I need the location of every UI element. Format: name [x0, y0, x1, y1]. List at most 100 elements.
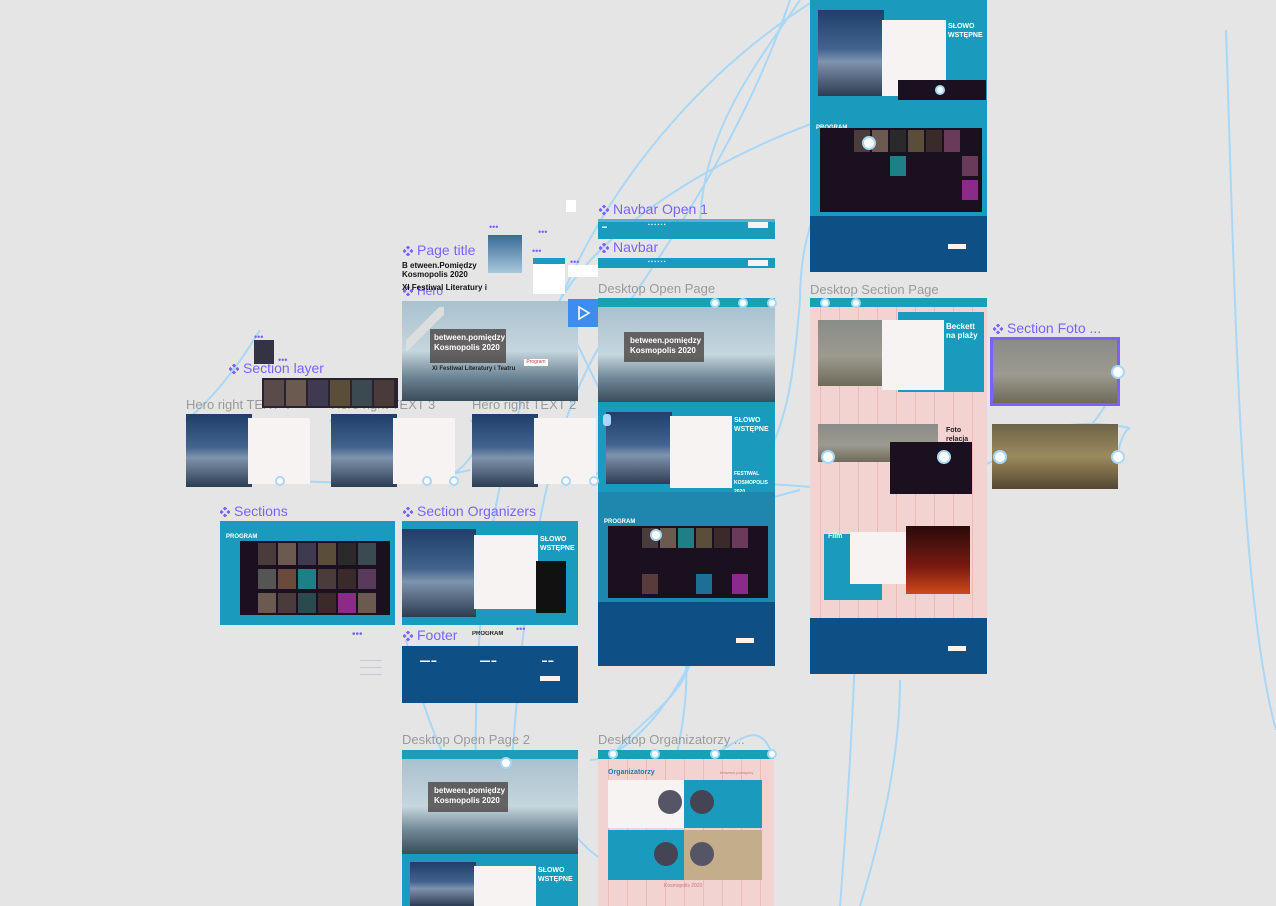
frame-label-hero[interactable]: Hero — [403, 283, 443, 299]
tile — [318, 543, 336, 565]
tile — [308, 380, 328, 406]
section-organizers-frame[interactable]: SŁOWO WSTĘPNE — [402, 521, 578, 625]
component-icon — [403, 246, 413, 256]
component-marker[interactable]: ••• — [254, 332, 264, 342]
connection-handle[interactable] — [650, 749, 660, 759]
frame-label-section-layer[interactable]: Section layer — [229, 360, 324, 376]
connection-handle[interactable] — [561, 476, 571, 486]
hero-right-text-4-frame[interactable] — [186, 414, 313, 487]
frame-label-section-foto[interactable]: Section Foto ... — [993, 320, 1101, 336]
section-layer-frame[interactable] — [262, 378, 398, 408]
footer-social[interactable] — [736, 638, 754, 643]
component-marker[interactable]: ••• — [489, 222, 499, 232]
tile — [358, 569, 376, 589]
dark-panel — [890, 442, 972, 494]
desktop-organizatorzy-frame[interactable]: Organizatorzy between.pomiędzy Kosmopoli… — [598, 750, 774, 906]
component-icon — [220, 507, 230, 517]
connection-handle[interactable] — [1111, 365, 1125, 379]
connection-handle[interactable] — [500, 757, 512, 769]
component-marker[interactable]: ••• — [278, 355, 288, 365]
frame-label-desktop-open-page-2[interactable]: Desktop Open Page 2 — [402, 732, 530, 747]
section-foto-frame-2[interactable] — [992, 424, 1118, 489]
connection-handle[interactable] — [608, 749, 618, 759]
tile — [678, 528, 694, 548]
connection-handle[interactable] — [738, 298, 748, 308]
connection-handle[interactable] — [767, 749, 777, 759]
frame-label-section-organizers[interactable]: Section Organizers — [403, 503, 536, 519]
connection-handle[interactable] — [589, 476, 599, 486]
footer-social[interactable] — [540, 676, 560, 681]
mini-tag[interactable] — [568, 265, 598, 277]
tile — [330, 380, 350, 406]
tile — [278, 543, 296, 565]
label-text: Section layer — [243, 360, 324, 376]
component-marker[interactable]: ••• — [538, 227, 548, 237]
connection-handle[interactable] — [820, 298, 830, 308]
component-marker[interactable]: ••• — [532, 246, 542, 256]
desktop-open-page-2-frame[interactable]: between.pomiędzy Kosmopolis 2020 SŁOWO W… — [402, 750, 578, 906]
component-marker[interactable]: ••• — [570, 257, 580, 267]
sections-frame[interactable]: PROGRAM — [220, 521, 395, 625]
navbar-links: ▪ ▪ ▪ ▪ ▪ ▪ — [648, 259, 666, 265]
hero-right-text-3-frame[interactable] — [331, 414, 458, 487]
frame-photo — [606, 412, 672, 484]
film-heading: Film — [828, 533, 843, 540]
connection-handle[interactable] — [1111, 450, 1125, 464]
mini-hero-thumb[interactable] — [488, 235, 522, 273]
tile — [872, 130, 888, 152]
connection-handle[interactable] — [862, 136, 876, 150]
connection-handle[interactable] — [449, 476, 459, 486]
connection-handle[interactable] — [767, 298, 777, 308]
frame-label-navbar[interactable]: Navbar — [599, 239, 658, 255]
avatar — [658, 790, 682, 814]
connection-handle[interactable] — [935, 85, 945, 95]
component-marker[interactable]: ••• — [516, 624, 526, 634]
navbar-search[interactable] — [748, 260, 768, 266]
component-marker[interactable]: ••• — [352, 629, 363, 640]
tile — [358, 543, 376, 565]
navbar-search[interactable] — [748, 222, 768, 228]
navbar-open-1-frame[interactable]: ▬ ▪ ▪ ▪ ▪ ▪ ▪ — [598, 219, 775, 239]
tile — [926, 130, 942, 152]
section-foto-frame[interactable] — [990, 337, 1120, 406]
organizatorzy-heading: Organizatorzy — [608, 769, 655, 776]
footer-social[interactable] — [948, 244, 966, 249]
hero-button[interactable]: Program — [524, 359, 548, 366]
frame-label-footer[interactable]: Footer — [403, 627, 457, 643]
frame-label-sections[interactable]: Sections — [220, 503, 288, 519]
connection-handle[interactable] — [650, 529, 662, 541]
connection-handle[interactable] — [937, 450, 951, 464]
connection-anchor[interactable] — [603, 414, 611, 426]
hero-frame[interactable]: between.pomiędzy Kosmopolis 2020 XI Fest… — [402, 301, 578, 401]
connection-handle[interactable] — [422, 476, 432, 486]
section-layer-thumb[interactable] — [254, 340, 274, 364]
frame-label-desktop-section-page[interactable]: Desktop Section Page — [810, 282, 939, 297]
footer-social[interactable] — [948, 646, 966, 651]
footer-col: ▬▬ ▬ — [420, 658, 437, 664]
mini-square[interactable] — [566, 200, 576, 212]
desktop-open-page-frame[interactable]: between.pomiędzy Kosmopolis 2020 SŁOWO W… — [598, 298, 775, 666]
frame-label-page-title[interactable]: Page title — [403, 242, 475, 258]
hero-right-text-2-frame[interactable] — [472, 414, 599, 487]
play-button[interactable] — [568, 299, 598, 327]
frame-label-navbar-open-1[interactable]: Navbar Open 1 — [599, 201, 708, 217]
frame-label-desktop-open-page[interactable]: Desktop Open Page — [598, 281, 716, 296]
label-text: Navbar Open 1 — [613, 201, 708, 217]
connection-handle[interactable] — [993, 450, 1007, 464]
connection-handle[interactable] — [275, 476, 285, 486]
page-title-component[interactable]: B etween.Pomiędzy Kosmopolis 2020 XI Fes… — [402, 261, 512, 293]
frame-label-desktop-organizatorzy[interactable]: Desktop Organizatorzy ... — [598, 732, 745, 747]
desktop-section-page-frame[interactable]: Beckett na plaży Foto relacja Film — [810, 298, 987, 674]
frame-photo — [186, 414, 252, 487]
connection-handle[interactable] — [710, 298, 720, 308]
navbar-frame[interactable]: ▪ ▪ ▪ ▪ ▪ ▪ — [598, 258, 775, 268]
connection-handle[interactable] — [821, 450, 835, 464]
tile — [318, 593, 336, 613]
connection-handle[interactable] — [710, 749, 720, 759]
desktop-page-top-frame[interactable]: SŁOWO WSTĘPNE PROGRAM — [810, 0, 987, 272]
connection-handle[interactable] — [851, 298, 861, 308]
frame-text-card — [474, 866, 536, 906]
footer-frame[interactable]: ▬▬ ▬ ▬▬ ▬ ▬ ▬ — [402, 646, 578, 703]
label-text: Section Foto ... — [1007, 320, 1102, 336]
mini-card[interactable] — [533, 258, 565, 294]
